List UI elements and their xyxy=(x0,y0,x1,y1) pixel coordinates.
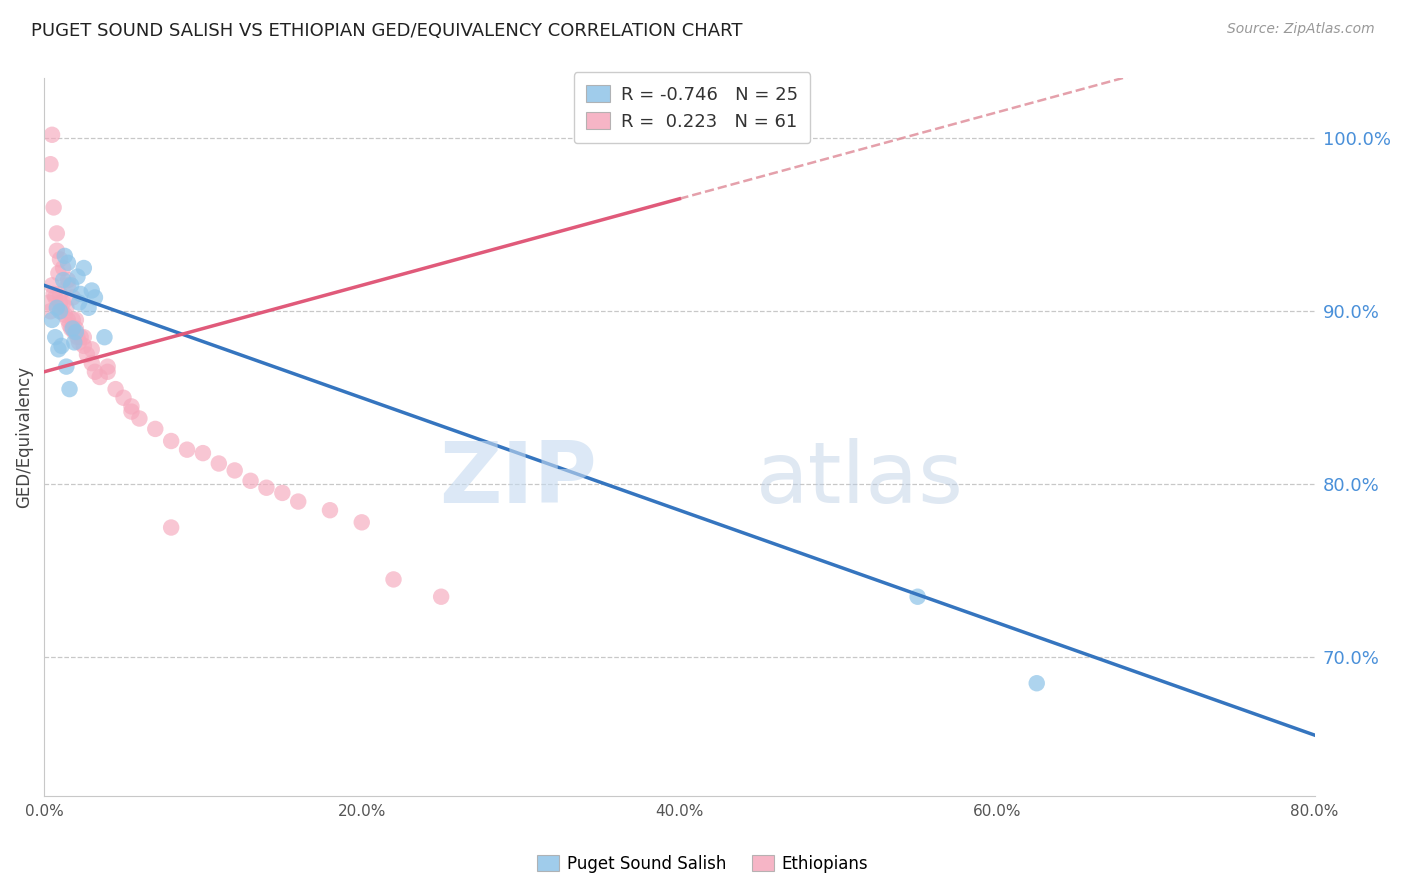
Point xyxy=(80,356,103,370)
Point xyxy=(67,335,90,350)
Point xyxy=(65,321,87,335)
Point xyxy=(49,304,72,318)
Point xyxy=(66,330,89,344)
Point xyxy=(48,343,70,357)
Point xyxy=(62,313,84,327)
Point xyxy=(128,411,150,425)
Point xyxy=(65,325,87,339)
Point xyxy=(143,422,166,436)
Point xyxy=(80,343,103,357)
Text: Source: ZipAtlas.com: Source: ZipAtlas.com xyxy=(1227,22,1375,37)
Point xyxy=(56,278,79,293)
Text: atlas: atlas xyxy=(755,438,963,521)
Point xyxy=(89,370,111,384)
Point xyxy=(84,290,107,304)
Point xyxy=(319,503,342,517)
Point xyxy=(239,474,262,488)
Point xyxy=(224,463,246,477)
Point xyxy=(58,318,80,332)
Point xyxy=(39,304,62,318)
Point xyxy=(271,486,294,500)
Point xyxy=(160,434,183,448)
Point xyxy=(51,304,73,318)
Point xyxy=(80,284,103,298)
Point xyxy=(58,382,80,396)
Point xyxy=(42,201,65,215)
Text: ZIP: ZIP xyxy=(439,438,596,521)
Legend: Puget Sound Salish, Ethiopians: Puget Sound Salish, Ethiopians xyxy=(531,848,875,880)
Point xyxy=(287,494,309,508)
Point xyxy=(350,516,373,530)
Point xyxy=(62,290,84,304)
Point xyxy=(39,157,62,171)
Point xyxy=(44,330,66,344)
Point xyxy=(45,244,67,258)
Point xyxy=(51,339,73,353)
Point xyxy=(45,227,67,241)
Point xyxy=(382,573,405,587)
Point xyxy=(73,339,96,353)
Point xyxy=(104,382,127,396)
Point xyxy=(63,325,86,339)
Point xyxy=(76,347,98,361)
Point xyxy=(69,330,91,344)
Point xyxy=(63,335,86,350)
Point xyxy=(73,330,96,344)
Point xyxy=(53,249,76,263)
Point xyxy=(41,128,63,142)
Point xyxy=(65,313,87,327)
Point xyxy=(112,391,135,405)
Point xyxy=(208,457,231,471)
Point xyxy=(1025,676,1047,690)
Point xyxy=(60,278,83,293)
Point xyxy=(49,295,72,310)
Point xyxy=(256,481,278,495)
Point xyxy=(55,359,77,374)
Point xyxy=(49,252,72,267)
Point xyxy=(66,269,89,284)
Point xyxy=(55,301,77,315)
Point xyxy=(73,260,96,275)
Point xyxy=(93,330,115,344)
Text: PUGET SOUND SALISH VS ETHIOPIAN GED/EQUIVALENCY CORRELATION CHART: PUGET SOUND SALISH VS ETHIOPIAN GED/EQUI… xyxy=(31,22,742,40)
Point xyxy=(52,295,75,310)
Legend: R = -0.746   N = 25, R =  0.223   N = 61: R = -0.746 N = 25, R = 0.223 N = 61 xyxy=(574,72,810,144)
Point xyxy=(53,308,76,322)
Point xyxy=(52,260,75,275)
Point xyxy=(121,400,143,414)
Point xyxy=(44,290,66,304)
Point xyxy=(42,287,65,301)
Point xyxy=(56,273,79,287)
Point xyxy=(49,287,72,301)
Point xyxy=(52,273,75,287)
Point xyxy=(41,278,63,293)
Y-axis label: GED/Equivalency: GED/Equivalency xyxy=(15,366,32,508)
Point xyxy=(60,321,83,335)
Point xyxy=(56,256,79,270)
Point xyxy=(77,301,100,315)
Point xyxy=(191,446,214,460)
Point xyxy=(45,301,67,315)
Point xyxy=(907,590,929,604)
Point xyxy=(97,359,120,374)
Point xyxy=(56,313,79,327)
Point xyxy=(176,442,198,457)
Point xyxy=(84,365,107,379)
Point xyxy=(67,295,90,310)
Point xyxy=(38,295,60,310)
Point xyxy=(97,365,120,379)
Point xyxy=(69,287,91,301)
Point xyxy=(41,313,63,327)
Point xyxy=(160,520,183,534)
Point xyxy=(48,266,70,280)
Point xyxy=(430,590,453,604)
Point xyxy=(121,404,143,418)
Point xyxy=(62,321,84,335)
